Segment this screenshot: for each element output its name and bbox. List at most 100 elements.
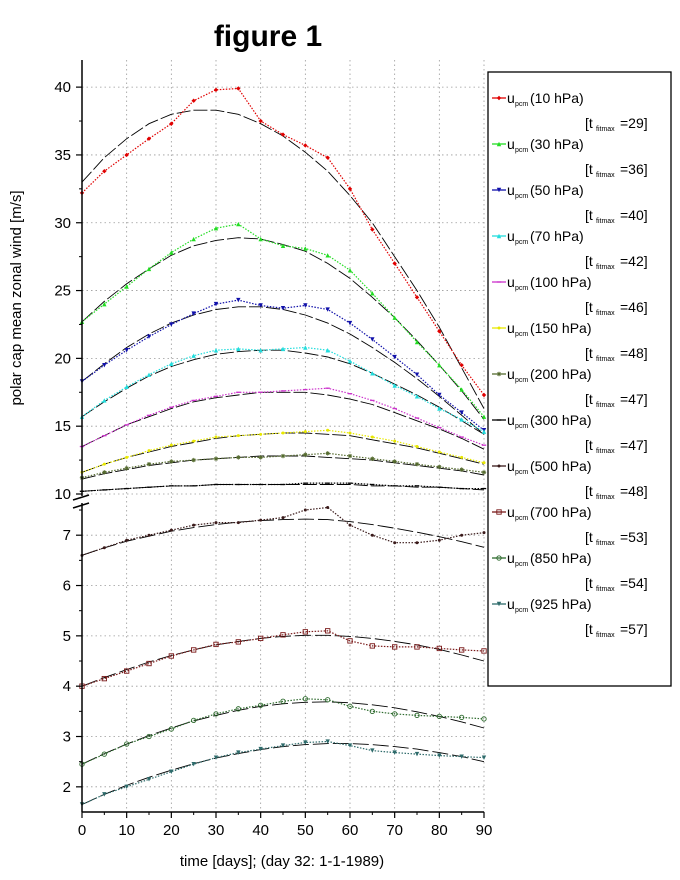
data-point <box>303 740 308 745</box>
fit-line <box>81 743 485 805</box>
legend-item: u pcm (100 hPa) [t fitmax =46] <box>492 274 648 317</box>
legend-tmax-open: [t <box>585 437 593 453</box>
data-point <box>146 461 152 467</box>
data-line <box>81 87 485 396</box>
data-point <box>213 87 219 93</box>
legend-tmax-value: =40] <box>620 207 648 223</box>
series-11 <box>79 739 487 807</box>
legend-tmax-open: [t <box>585 299 593 315</box>
data-point <box>347 703 353 709</box>
legend-u-sub: pcm <box>515 331 528 338</box>
legend-tmax-open: [t <box>585 161 593 177</box>
legend-u: u <box>507 136 515 152</box>
legend-u-sub: pcm <box>515 377 528 384</box>
legend-item: u pcm (850 hPa) [t fitmax =54] <box>492 550 648 593</box>
y-tick-label: 7 <box>63 527 71 544</box>
legend-tmax-open: [t <box>585 621 593 637</box>
data-line <box>81 452 485 479</box>
data-point <box>280 346 286 352</box>
x-tick-label: 50 <box>297 822 314 839</box>
axes: 0 10 20 30 40 50 60 70 80 90 10 15 20 25 30 35 40 2 3 4 5 6 7 <box>54 60 492 839</box>
x-tick-label: 90 <box>476 822 493 839</box>
legend-tmax-value: =36] <box>620 161 648 177</box>
y-tick-label: 5 <box>63 628 71 645</box>
legend-tmax-value: =48] <box>620 483 648 499</box>
legend-level: (100 hPa) <box>530 274 591 290</box>
legend-u: u <box>507 182 515 198</box>
legend-item: u pcm (925 hPa) [t fitmax =57] <box>492 596 648 639</box>
legend-u: u <box>507 504 515 520</box>
legend-level: (700 hPa) <box>530 504 591 520</box>
legend-item: u pcm (70 hPa)[t fitmax =42] <box>492 228 648 271</box>
data-point <box>101 675 107 682</box>
legend-tmax-sub: fitmax <box>596 494 615 501</box>
legend-u: u <box>507 274 515 290</box>
legend-tmax-open: [t <box>585 483 593 499</box>
data-point <box>236 521 240 525</box>
legend-u: u <box>507 596 515 612</box>
data-point <box>280 243 286 249</box>
data-point <box>146 733 152 740</box>
data-point <box>326 428 330 432</box>
data-point <box>102 470 107 475</box>
data-point <box>436 713 442 720</box>
x-tick-label: 80 <box>431 822 448 839</box>
data-point <box>325 155 330 160</box>
legend-tmax-sub: fitmax <box>596 402 615 409</box>
legend: u pcm (10 hPa)[t fitmax =29]u pcm (30 hPa)[t fi… <box>487 71 672 687</box>
data-point <box>236 346 241 352</box>
data-point <box>460 533 464 537</box>
data-point <box>146 777 152 782</box>
legend-tmax-value: =57] <box>620 621 648 637</box>
data-point <box>101 751 107 757</box>
data-point <box>392 459 397 464</box>
chart-title: figure 1 <box>214 20 322 53</box>
legend-item: u pcm (700 hPa) [t fitmax =53] <box>492 504 648 547</box>
legend-marker <box>496 95 502 101</box>
legend-u: u <box>507 550 515 566</box>
data-point <box>213 301 219 307</box>
legend-marker <box>496 233 502 239</box>
legend-level: (30 hPa) <box>530 136 584 152</box>
legend-marker <box>496 509 502 515</box>
legend-marker <box>497 464 501 468</box>
legend-level: (850 hPa) <box>530 550 591 566</box>
legend-tmax-sub: fitmax <box>596 540 615 547</box>
legend-tmax-value: =29] <box>620 115 648 131</box>
legend-tmax-sub: fitmax <box>596 264 615 271</box>
y-tick-label: 30 <box>54 215 71 232</box>
series-4 <box>79 387 487 450</box>
data-point <box>437 753 442 758</box>
legend-u-sub: pcm <box>515 147 528 154</box>
fit-line <box>81 109 485 409</box>
series-1 <box>79 221 487 420</box>
series-0 <box>79 86 487 409</box>
legend-u-sub: pcm <box>515 515 528 522</box>
y-tick-label: 6 <box>63 578 71 595</box>
data-point <box>280 453 286 459</box>
legend-u-sub: pcm <box>515 607 528 614</box>
data-point <box>168 726 174 732</box>
legend-tmax-value: =47] <box>620 391 648 407</box>
grid <box>82 60 485 812</box>
legend-item: u pcm (300 hPa) [t fitmax =47] <box>492 412 648 455</box>
series-7 <box>79 482 487 492</box>
legend-tmax-value: =47] <box>620 437 648 453</box>
axis-break-mark <box>72 502 90 509</box>
data-point <box>191 717 197 724</box>
y-tick-label: 10 <box>54 486 71 503</box>
series-3 <box>79 345 487 435</box>
legend-level: (70 hPa) <box>530 228 584 244</box>
data-point <box>481 648 487 654</box>
legend-tmax-value: =42] <box>620 253 648 269</box>
x-tick-label: 10 <box>118 822 135 839</box>
data-point <box>481 392 487 398</box>
data-line <box>81 630 485 687</box>
legend-u: u <box>507 228 515 244</box>
fit-line <box>81 391 485 450</box>
data-point <box>437 464 442 470</box>
legend-tmax-sub: fitmax <box>596 218 615 225</box>
data-point <box>303 303 308 308</box>
series-2 <box>79 297 487 435</box>
